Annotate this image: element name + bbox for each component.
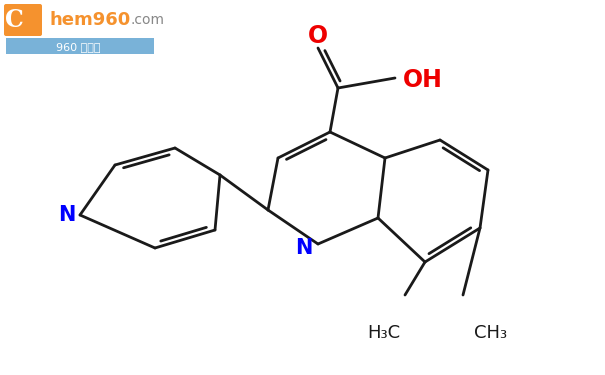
Text: O: O — [308, 24, 328, 48]
Text: hem960: hem960 — [50, 11, 131, 29]
Text: CH₃: CH₃ — [474, 324, 508, 342]
Text: N: N — [58, 205, 76, 225]
Text: OH: OH — [403, 68, 443, 92]
Bar — [6, 38, 154, 54]
Text: 960 化工网: 960 化工网 — [56, 42, 100, 52]
Text: H₃C: H₃C — [367, 324, 401, 342]
Text: N: N — [295, 238, 313, 258]
FancyBboxPatch shape — [4, 4, 42, 36]
Text: C: C — [5, 8, 24, 32]
Text: .com: .com — [131, 13, 165, 27]
